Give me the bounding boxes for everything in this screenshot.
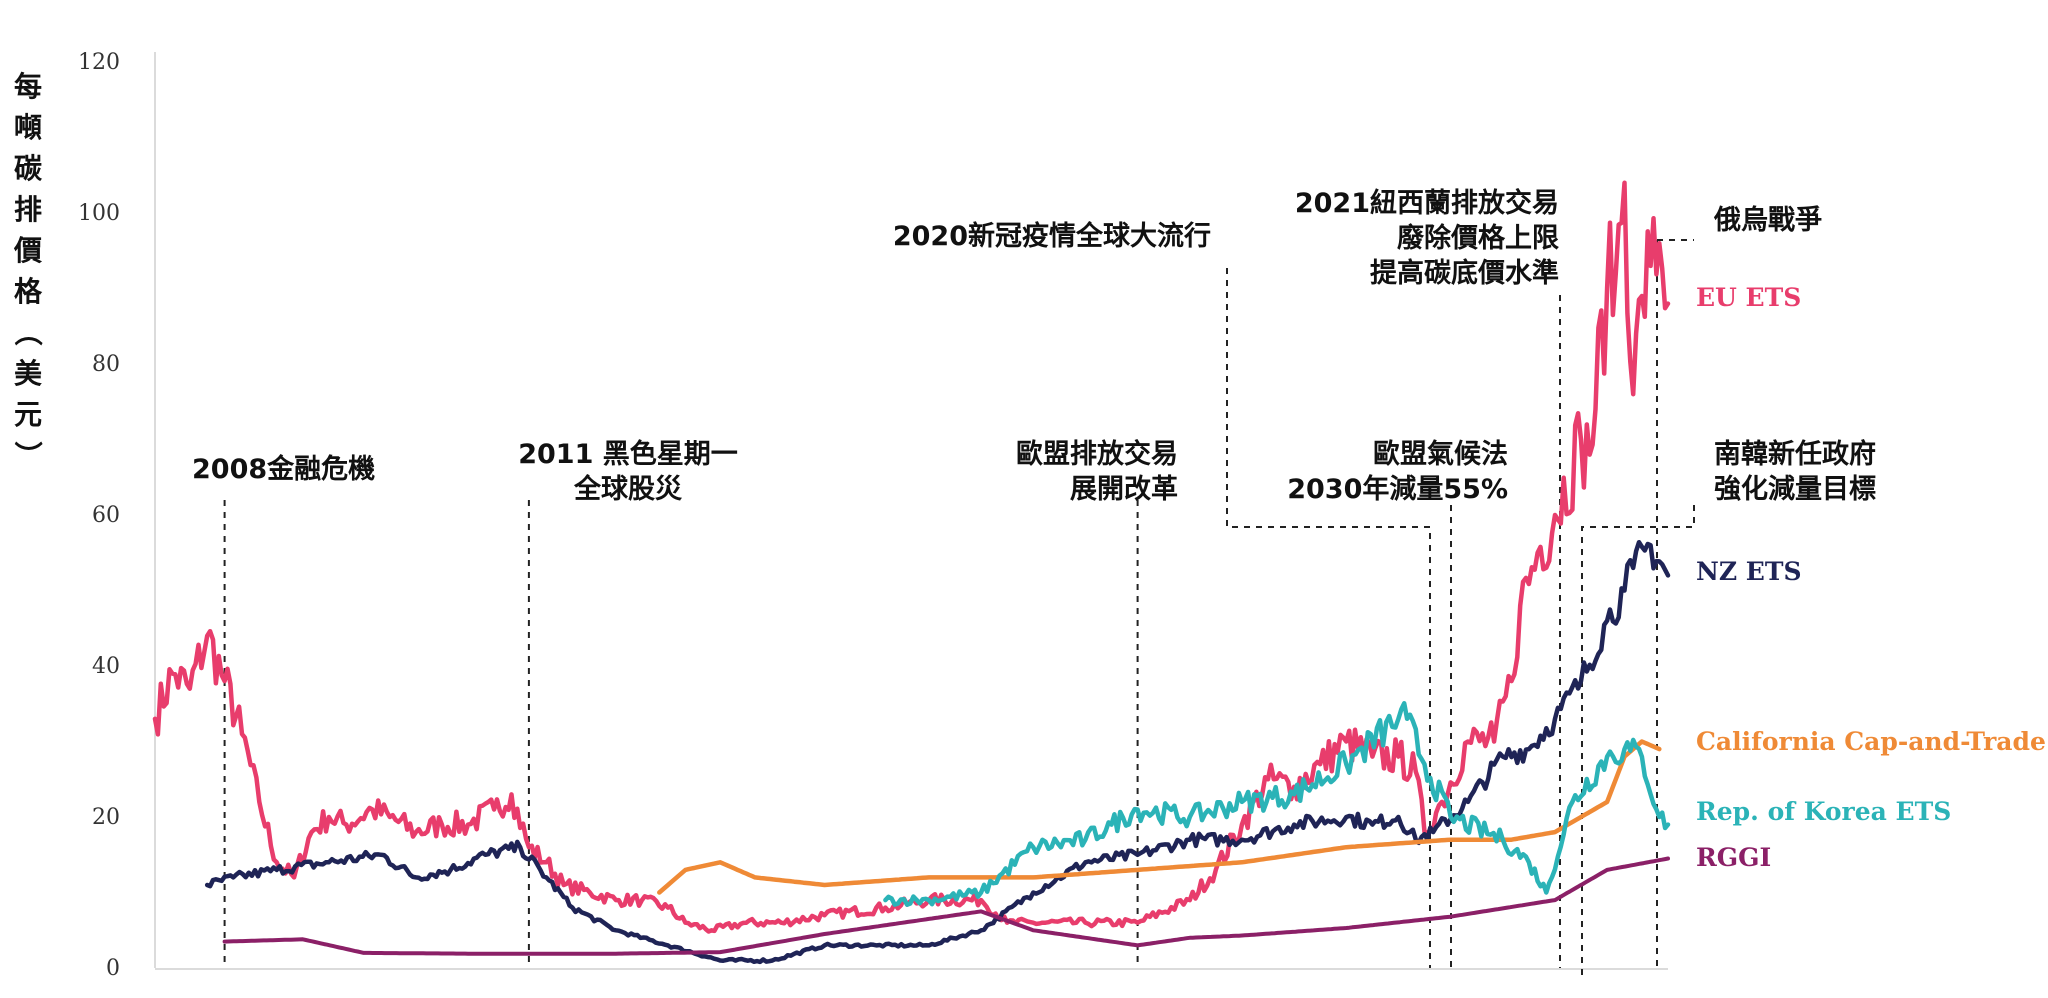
y-axis-title-char: 美 [14, 357, 42, 390]
y-axis-title-char: 碳 [14, 152, 43, 185]
event-annotation: 2008金融危機 [192, 453, 375, 485]
y-axis-title-char: 價 [13, 234, 43, 267]
event-annotation-line: 歐盟排放交易 [1016, 438, 1178, 470]
event-annotation: 俄烏戰爭 [1713, 205, 1822, 236]
event-marker-line [1581, 505, 1695, 975]
event-annotation-line: 2020新冠疫情全球大流行 [893, 220, 1211, 252]
series-label-california-cap-and-trade: California Cap-and-Trade [1696, 727, 2046, 756]
series-label-rep-of-korea-ets: Rep. of Korea ETS [1696, 797, 1951, 826]
series-labels: EU ETS NZ ETS California Cap-and-Trade Rep.… [1696, 283, 2046, 872]
event-annotation-line: 歐盟氣候法 [1373, 439, 1508, 470]
y-tick-label: 40 [92, 654, 120, 679]
event-annotation-line: 南韓新任政府 [1714, 438, 1876, 470]
series-line-california-cap-and-trade [657, 739, 1662, 895]
y-axis: 0 20 40 60 80 100 120 [78, 50, 156, 981]
y-axis-title-char: 排 [14, 193, 42, 226]
event-annotation: 2020新冠疫情全球大流行 [893, 220, 1211, 252]
y-tick-label: 80 [92, 352, 120, 377]
event-annotation-line: 2008金融危機 [192, 453, 375, 485]
series-line-rggi [222, 856, 1670, 956]
y-tick-label: 20 [92, 805, 120, 830]
event-marker-line [1226, 268, 1431, 968]
event-annotation-line: 2030年減量55% [1287, 473, 1508, 505]
event-annotation-line: 2021紐西蘭排放交易 [1295, 187, 1559, 219]
y-axis-title-char: ） [11, 441, 44, 469]
event-annotation-line: 廢除價格上限 [1397, 222, 1559, 254]
event-markers [223, 239, 1695, 975]
y-axis-title-char: 每 [14, 70, 42, 103]
event-annotation-line: 俄烏戰爭 [1713, 205, 1822, 236]
y-axis-title-char: （ [11, 318, 44, 346]
event-annotation-line: 強化減量目標 [1714, 474, 1876, 505]
series-label-nz-ets: NZ ETS [1696, 557, 1802, 586]
event-annotation-line: 展開改革 [1070, 474, 1178, 505]
y-tick-label: 120 [78, 50, 120, 75]
series-label-rggi: RGGI [1696, 843, 1771, 872]
event-annotation-line: 2011 黑色星期一 [518, 438, 738, 470]
series-lines [152, 180, 1671, 965]
series-line-nz-ets [204, 539, 1671, 965]
series-label-eu-ets: EU ETS [1696, 283, 1801, 312]
y-axis-title-char: 噸 [14, 111, 42, 144]
y-tick-label: 60 [92, 503, 120, 528]
event-annotation-line: 提高碳底價水準 [1370, 257, 1559, 289]
series-line-rep-of-korea-ets [883, 701, 1671, 907]
y-axis-title-char: 格 [14, 275, 43, 308]
y-tick-label: 100 [78, 201, 120, 226]
y-axis-title-char: 元 [14, 398, 42, 431]
y-tick-label: 0 [106, 956, 120, 981]
event-annotation-line: 全球股災 [573, 473, 683, 505]
